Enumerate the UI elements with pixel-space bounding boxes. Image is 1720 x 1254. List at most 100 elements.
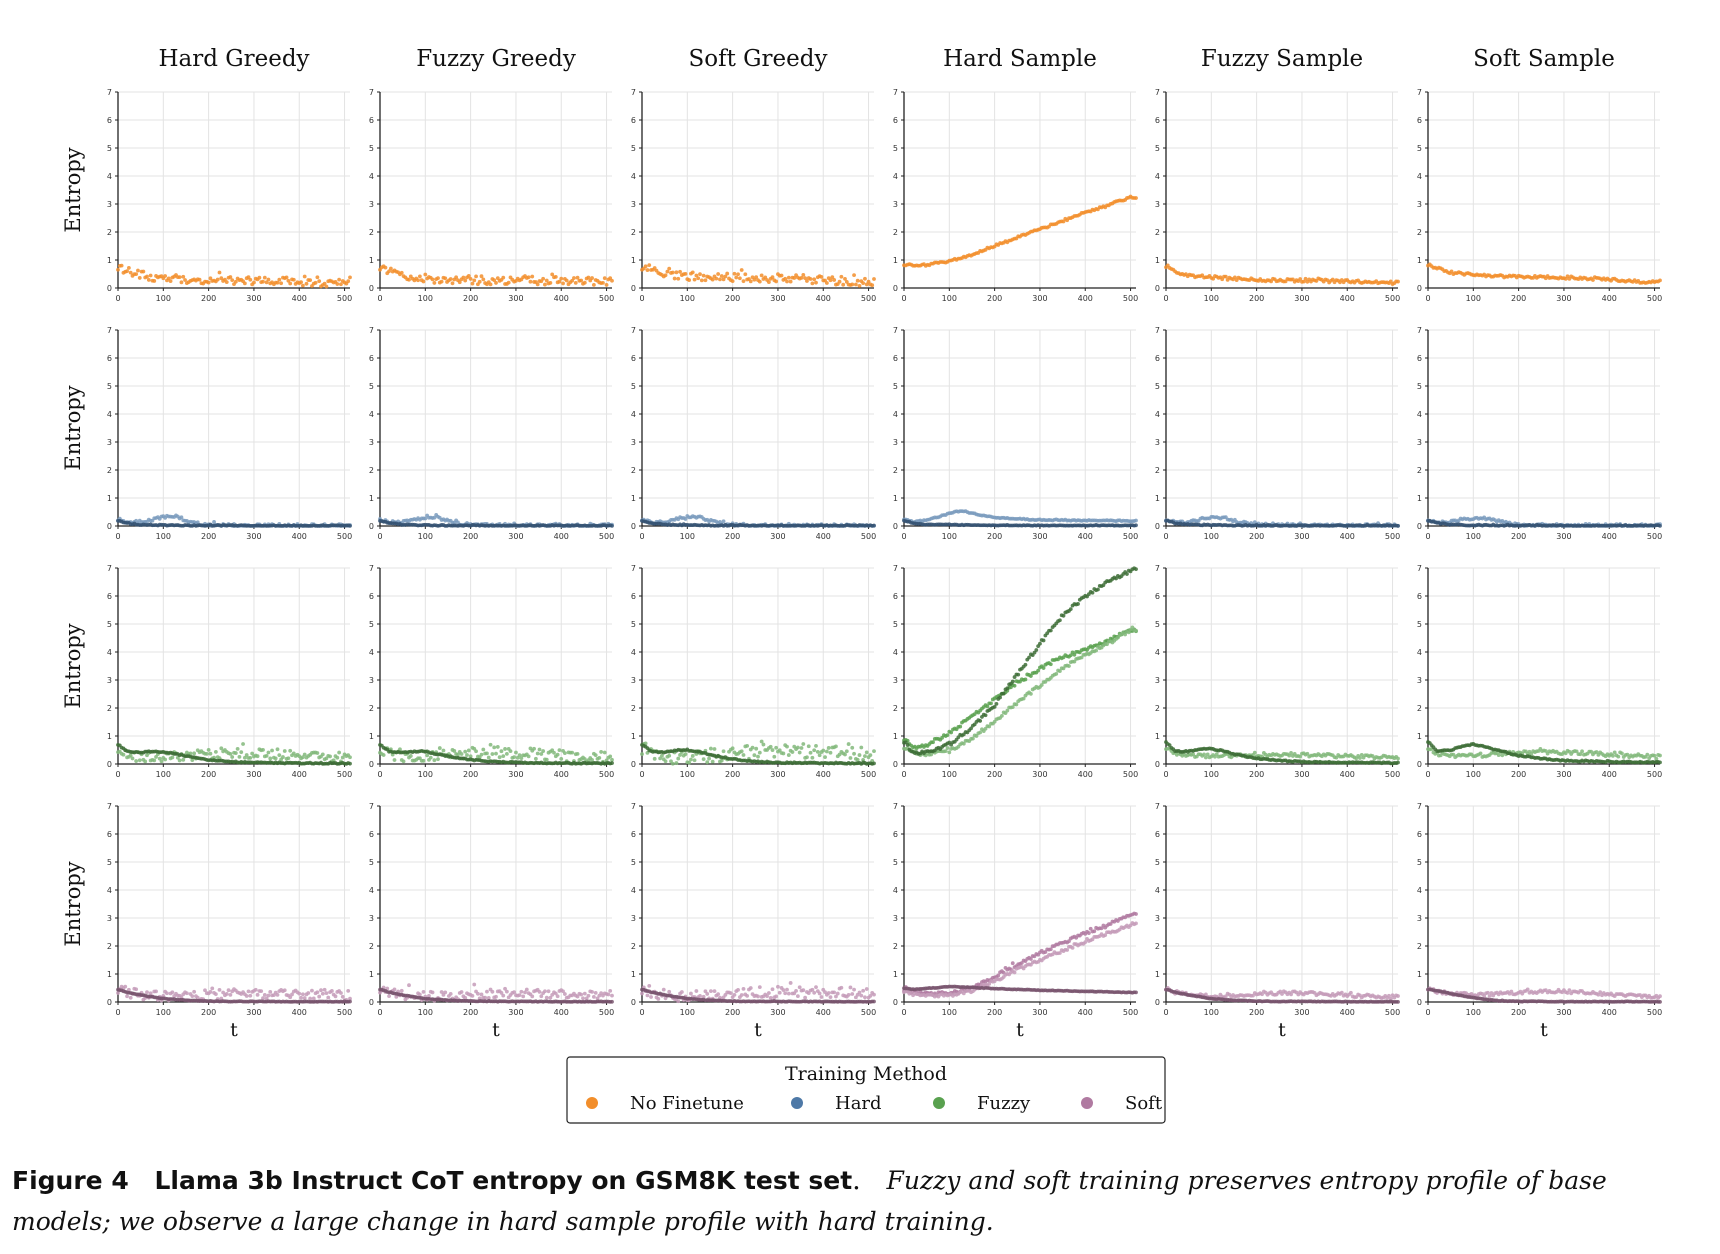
y-tick-label: 1 bbox=[369, 494, 374, 503]
data-point bbox=[1301, 279, 1306, 284]
x-tick-label: 100 bbox=[1466, 294, 1481, 303]
data-point bbox=[678, 269, 682, 274]
data-point bbox=[817, 753, 822, 758]
data-point bbox=[868, 753, 873, 758]
data-point bbox=[1616, 754, 1621, 759]
y-tick-label: 6 bbox=[107, 830, 112, 839]
data-point bbox=[432, 515, 437, 520]
data-point bbox=[670, 270, 675, 275]
data-point bbox=[786, 753, 791, 757]
y-tick-label: 0 bbox=[1417, 522, 1422, 531]
data-point bbox=[1034, 648, 1039, 652]
y-tick-label: 2 bbox=[893, 466, 898, 475]
data-point bbox=[586, 275, 591, 280]
data-point bbox=[190, 994, 195, 999]
x-tick-label: 300 bbox=[1556, 770, 1571, 779]
x-tick-label: 300 bbox=[770, 294, 785, 303]
data-point bbox=[752, 753, 757, 758]
data-point bbox=[504, 752, 509, 756]
x-tick-label: 100 bbox=[418, 770, 433, 779]
data-point bbox=[601, 280, 605, 285]
x-tick-label: 100 bbox=[418, 532, 433, 541]
data-point bbox=[821, 748, 826, 753]
y-tick-label: 1 bbox=[1417, 494, 1422, 503]
y-tick-label: 2 bbox=[107, 704, 112, 713]
x-tick-label: 0 bbox=[1163, 770, 1168, 779]
x-tick-label: 300 bbox=[246, 532, 261, 541]
y-tick-label: 4 bbox=[1417, 172, 1422, 181]
data-point bbox=[317, 994, 322, 999]
y-tick-label: 7 bbox=[893, 326, 898, 335]
data-point bbox=[1134, 523, 1138, 528]
data-point bbox=[275, 993, 280, 997]
data-point bbox=[494, 281, 498, 285]
y-tick-label: 4 bbox=[369, 648, 374, 657]
y-tick-label: 5 bbox=[369, 382, 374, 391]
x-tick-label: 200 bbox=[1249, 294, 1264, 303]
x-tick-label: 500 bbox=[337, 532, 352, 541]
y-tick-label: 0 bbox=[1155, 284, 1160, 293]
y-tick-label: 7 bbox=[107, 802, 112, 811]
data-point bbox=[599, 750, 604, 754]
y-tick-label: 3 bbox=[631, 200, 636, 209]
data-point bbox=[261, 279, 265, 284]
data-point bbox=[1068, 607, 1073, 612]
y-tick-label: 0 bbox=[1417, 760, 1422, 769]
data-point bbox=[824, 749, 829, 754]
y-tick-label: 4 bbox=[893, 172, 898, 181]
y-tick-label: 2 bbox=[369, 466, 374, 475]
x-tick-label: 100 bbox=[1204, 532, 1219, 541]
data-point bbox=[608, 754, 613, 759]
y-axis-label: Entropy bbox=[61, 623, 85, 708]
data-point bbox=[423, 272, 428, 277]
data-point bbox=[687, 278, 692, 282]
y-tick-label: 7 bbox=[369, 564, 374, 573]
y-tick-label: 2 bbox=[1155, 228, 1160, 237]
x-tick-label: 300 bbox=[508, 532, 523, 541]
y-tick-label: 3 bbox=[107, 676, 112, 685]
data-point bbox=[670, 761, 675, 766]
data-point bbox=[212, 520, 216, 524]
data-point bbox=[550, 272, 555, 277]
data-point bbox=[721, 519, 726, 524]
y-tick-label: 6 bbox=[1155, 116, 1160, 125]
data-point bbox=[721, 277, 726, 282]
data-point bbox=[339, 282, 343, 287]
data-point bbox=[477, 279, 482, 284]
data-point bbox=[652, 266, 657, 270]
data-point bbox=[441, 748, 446, 753]
data-point bbox=[797, 750, 802, 755]
data-point bbox=[1330, 277, 1335, 282]
data-point bbox=[270, 748, 274, 753]
data-point bbox=[683, 752, 688, 757]
y-tick-label: 3 bbox=[369, 438, 374, 447]
data-point bbox=[1232, 275, 1237, 280]
y-tick-label: 0 bbox=[369, 522, 374, 531]
y-tick-label: 1 bbox=[1155, 256, 1160, 265]
data-point bbox=[128, 270, 133, 275]
x-tick-label: 500 bbox=[1647, 770, 1662, 779]
data-point bbox=[708, 746, 713, 751]
x-tick-label: 0 bbox=[115, 532, 120, 541]
data-point bbox=[506, 280, 511, 285]
data-point bbox=[786, 275, 791, 280]
data-point bbox=[582, 280, 587, 285]
data-point bbox=[228, 275, 233, 279]
data-point bbox=[692, 277, 697, 282]
data-point bbox=[217, 987, 222, 992]
x-tick-label: 0 bbox=[377, 532, 382, 541]
x-tick-label: 500 bbox=[1647, 532, 1662, 541]
y-tick-label: 1 bbox=[1155, 494, 1160, 503]
data-point bbox=[255, 754, 260, 759]
data-point bbox=[239, 750, 244, 755]
data-point bbox=[737, 276, 742, 281]
data-point bbox=[861, 281, 866, 286]
data-point bbox=[830, 275, 835, 279]
data-point bbox=[230, 278, 235, 283]
data-point bbox=[707, 756, 711, 761]
data-point bbox=[810, 281, 815, 286]
data-point bbox=[665, 269, 670, 274]
data-point bbox=[857, 753, 862, 757]
y-tick-label: 7 bbox=[107, 88, 112, 97]
data-point bbox=[246, 989, 251, 994]
